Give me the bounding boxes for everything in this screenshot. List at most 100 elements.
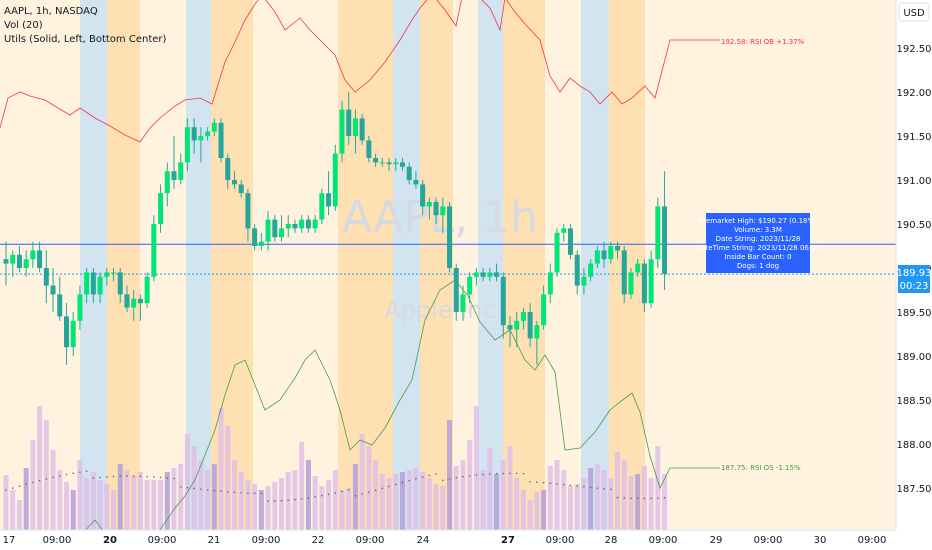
candle-body: [265, 219, 271, 242]
volume-ma-dot: [401, 481, 404, 484]
currency-button-group[interactable]: USD: [898, 2, 930, 22]
volume-bar: [205, 470, 211, 530]
volume-ma-dot: [462, 475, 464, 478]
candle-body: [231, 180, 237, 185]
volume-ma-dot: [455, 476, 458, 479]
candle-body: [124, 294, 130, 308]
chart-legend: AAPL, 1h, NASDAQ Vol (20) Utils (Solid, …: [4, 6, 167, 45]
volume-bar: [339, 490, 345, 530]
volume-bar: [279, 478, 285, 530]
volume-ma-dot: [300, 498, 303, 500]
candle-body: [285, 224, 291, 229]
volume-ma-dot: [274, 500, 276, 502]
currency-button[interactable]: [898, 2, 930, 22]
legend-symbol[interactable]: AAPL, 1h, NASDAQ: [4, 6, 98, 17]
volume-ma-dot: [421, 476, 424, 478]
volume-bar: [272, 482, 278, 530]
time-tick-label: 09:00: [43, 535, 72, 546]
session-band: [253, 0, 295, 530]
candle-body: [399, 162, 405, 167]
volume-ma-dot: [253, 492, 256, 495]
volume-ma-dot: [146, 475, 148, 478]
volume-ma-dot: [583, 485, 585, 488]
time-tick-label: 09:00: [546, 535, 575, 546]
volume-ma-dot: [240, 491, 242, 494]
time-tick-label: 22: [312, 535, 325, 546]
candle-body: [171, 171, 177, 180]
volume-ma-dot: [25, 483, 27, 486]
candle-body: [211, 122, 217, 132]
volume-bar: [252, 484, 258, 530]
volume-ma-dot: [200, 488, 202, 490]
volume-ma-dot: [267, 500, 269, 502]
volume-bar: [588, 468, 594, 530]
candle-body: [494, 272, 500, 277]
candle-body: [541, 294, 547, 326]
volume-ma-dot: [542, 481, 545, 484]
candle-body: [366, 140, 372, 158]
session-band: [478, 0, 503, 530]
time-tick-label: 24: [417, 535, 430, 546]
candle-body: [507, 325, 513, 330]
volume-ma-dot: [415, 478, 417, 480]
volume-bar: [608, 478, 614, 530]
volume-bar: [37, 406, 43, 530]
last-price-value: 189.93: [897, 268, 932, 279]
candle-body: [30, 250, 36, 260]
volume-bar: [473, 406, 479, 530]
volume-bar: [70, 490, 76, 530]
volume-ma-dot: [408, 479, 411, 482]
volume-bar: [23, 468, 29, 530]
candle-body: [97, 276, 103, 295]
price-tick-label: 187.50: [897, 484, 932, 495]
candle-body: [520, 312, 526, 321]
session-band: [55, 0, 80, 530]
candle-body: [319, 193, 325, 220]
info-tooltip: Premarket High: $190.27 (0.18%)Volume: 3…: [696, 213, 820, 273]
candle-body: [635, 263, 641, 273]
volume-bar: [494, 474, 500, 530]
volume-ma-dot: [45, 478, 48, 480]
watermark-name: Apple Inc: [384, 296, 495, 324]
volume-ma-dot: [166, 477, 169, 479]
candle-body: [299, 219, 305, 229]
currency-button-label[interactable]: USD: [903, 8, 925, 19]
candle-body: [3, 259, 9, 264]
candle-body: [50, 285, 56, 295]
candle-body: [581, 276, 587, 286]
session-band: [80, 0, 107, 530]
tooltip-line: Dogs: 1 dog: [737, 262, 779, 270]
candle-body: [480, 272, 486, 277]
volume-bar: [561, 470, 567, 530]
volume-bar: [615, 452, 621, 530]
rsi-os-label: 187.75: RSI OS -1.15%: [721, 464, 801, 472]
volume-ma-dot: [233, 491, 236, 494]
volume-bar: [662, 474, 668, 530]
volume-bar: [541, 490, 547, 530]
candle-body: [258, 241, 264, 246]
volume-ma-dot: [388, 485, 390, 488]
candle-body: [205, 131, 211, 136]
volume-bar: [581, 478, 587, 530]
bar-countdown: 00:23: [900, 281, 929, 292]
volume-ma-dot: [159, 476, 162, 479]
candle-body: [453, 268, 459, 312]
price-tick-label: 191.00: [897, 176, 932, 187]
time-tick-label: 29: [710, 535, 723, 546]
volume-bar: [487, 448, 493, 530]
volume-bar: [164, 472, 170, 530]
legend-utils[interactable]: Utils (Solid, Left, Bottom Center): [4, 34, 167, 45]
volume-bar: [151, 480, 157, 530]
legend-volume[interactable]: Vol (20): [4, 20, 43, 31]
volume-ma-dot: [428, 474, 431, 477]
volume-ma-dot: [502, 472, 505, 475]
tooltip-line: Date String: 2023/11/28: [716, 235, 801, 243]
volume-ma-dot: [106, 476, 108, 478]
volume-bar: [648, 478, 654, 530]
candle-body: [460, 294, 466, 312]
volume-bar: [211, 464, 217, 530]
volume-bar: [10, 490, 16, 530]
volume-ma-dot: [32, 481, 34, 484]
candle-body: [16, 254, 22, 268]
